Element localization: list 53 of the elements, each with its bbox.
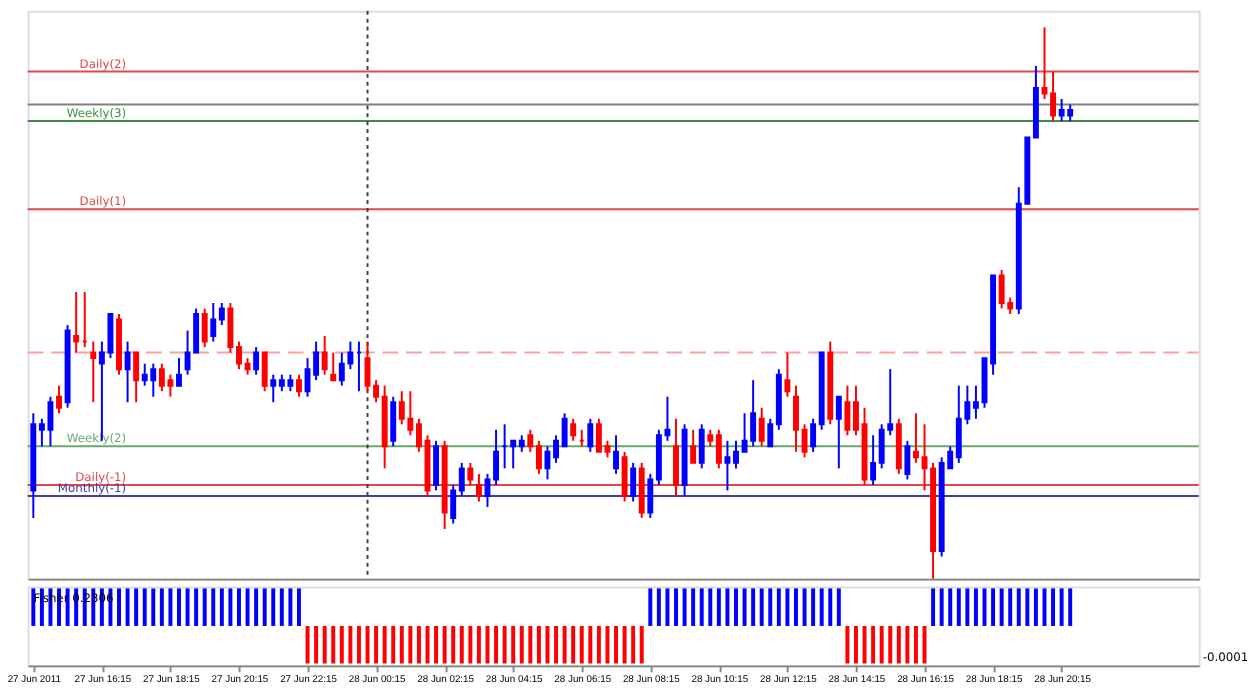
- candlestick: [844, 384, 851, 437]
- candlestick: [475, 472, 482, 503]
- candlestick: [595, 417, 602, 453]
- candlestick: [201, 307, 208, 349]
- candlestick: [261, 351, 268, 393]
- candlestick: [73, 290, 80, 354]
- candlestick: [56, 384, 62, 415]
- candlestick: [510, 439, 517, 470]
- candlestick: [398, 390, 405, 426]
- candlestick: [176, 357, 182, 387]
- candlestick: [750, 379, 757, 448]
- candlestick: [338, 351, 345, 387]
- candlestick: [715, 428, 722, 470]
- candlestick: [870, 434, 877, 486]
- candlestick: [698, 423, 705, 470]
- candlestick: [321, 335, 328, 376]
- candlestick: [835, 395, 842, 470]
- candlestick: [724, 439, 731, 492]
- candlestick: [1050, 70, 1057, 123]
- candlestick: [587, 417, 594, 453]
- candlestick: [210, 302, 217, 343]
- candlestick: [535, 439, 542, 475]
- candlestick: [296, 373, 302, 398]
- candlestick: [904, 439, 911, 481]
- candlestick: [758, 406, 765, 448]
- candlestick: [1058, 98, 1065, 123]
- candlestick: [330, 351, 337, 382]
- candlestick: [630, 461, 637, 503]
- candlestick: [673, 417, 679, 497]
- candlestick: [124, 340, 131, 404]
- candlestick: [253, 346, 260, 376]
- candlestick: [467, 461, 474, 486]
- candlestick: [90, 340, 97, 404]
- candlestick: [570, 417, 577, 442]
- candlestick: [998, 268, 1005, 310]
- candlestick: [895, 417, 902, 475]
- candlestick: [433, 439, 440, 492]
- candlestick: [784, 351, 791, 398]
- candlestick: [912, 412, 919, 464]
- candlestick: [167, 373, 174, 398]
- candlestick: [150, 362, 157, 398]
- candlestick: [621, 450, 628, 503]
- candlestick: [107, 313, 114, 360]
- candlestick: [133, 351, 140, 404]
- candlestick: [690, 428, 697, 464]
- candlestick: [638, 461, 645, 519]
- candlestick: [270, 373, 277, 404]
- candlestick: [47, 395, 54, 448]
- candlestick: [955, 384, 962, 464]
- candlestick: [141, 362, 148, 387]
- candlestick: [158, 362, 165, 393]
- candlestick: [390, 395, 397, 448]
- candlestick: [613, 434, 619, 475]
